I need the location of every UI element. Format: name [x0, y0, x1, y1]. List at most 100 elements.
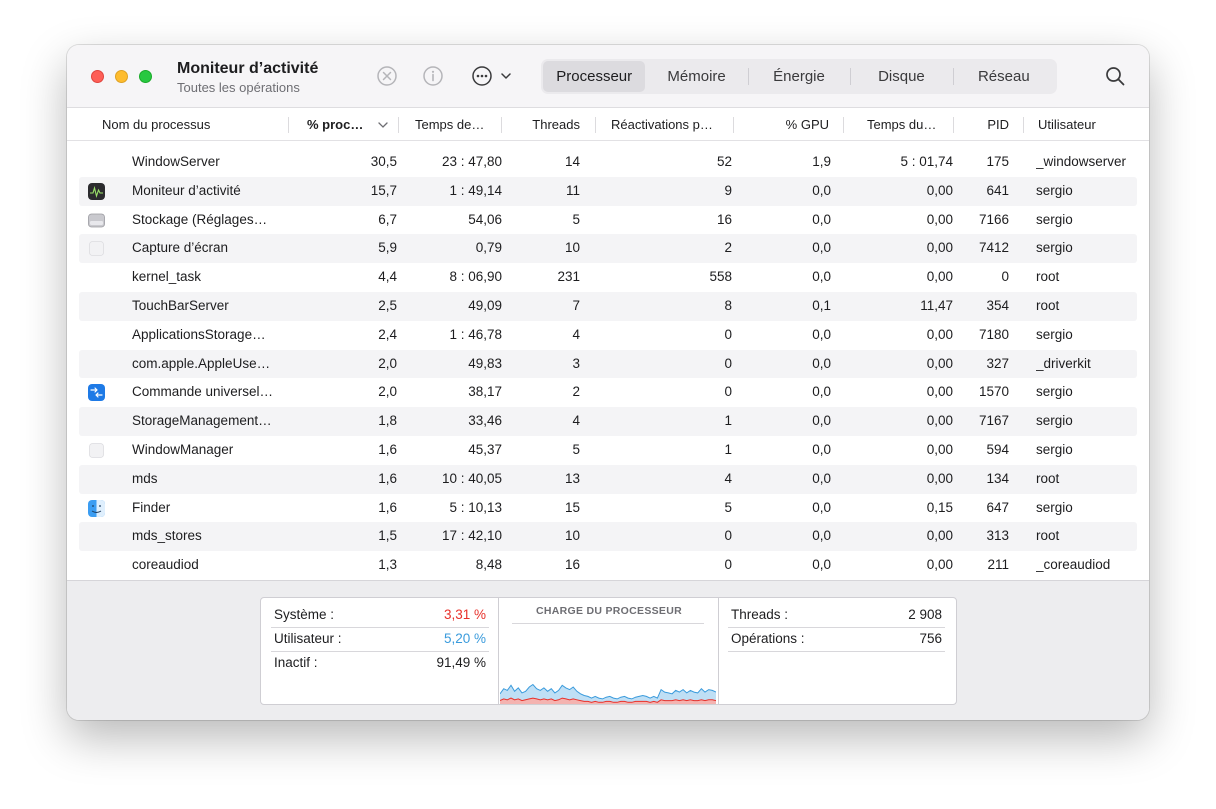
process-gputime: 0,00: [926, 413, 953, 429]
process-pid: 1570: [978, 384, 1009, 400]
minimize-window-button[interactable]: [115, 70, 128, 83]
tab-energie[interactable]: Énergie: [747, 61, 850, 92]
process-gpu: 0,0: [812, 499, 831, 515]
column-divider[interactable]: [501, 117, 502, 133]
column-header-cpu[interactable]: % proc…: [307, 117, 364, 132]
tab-processeur[interactable]: Processeur: [543, 61, 646, 92]
table-row[interactable]: Stockage (Réglages… 6,7 54,06 5 16 0,0 0,00 716…: [79, 206, 1137, 235]
close-window-button[interactable]: [91, 70, 104, 83]
table-row[interactable]: Capture d’écran 5,9 0,79 10 2 0,0 0,00 7412 serg…: [79, 234, 1137, 264]
process-gputime: 0,00: [926, 211, 953, 227]
column-divider[interactable]: [1023, 117, 1024, 133]
finder-icon: [88, 499, 105, 517]
column-header-user[interactable]: Utilisateur: [1038, 117, 1096, 132]
process-pid: 354: [986, 297, 1009, 313]
column-header-gpu-time[interactable]: Temps du…: [867, 117, 937, 132]
more-actions-button[interactable]: [471, 65, 515, 87]
magnifying-glass-icon: [1106, 67, 1125, 86]
universal-control-icon: [88, 384, 105, 402]
process-threads: 3: [572, 355, 580, 371]
process-time: 49,09: [468, 297, 502, 313]
ellipsis-circle-icon: [472, 66, 511, 86]
process-cpu: 5,9: [378, 240, 397, 256]
table-row[interactable]: com.apple.AppleUse… 2,0 49,83 3 0 0,0 0,00 327 _…: [79, 349, 1137, 379]
tab-reseau[interactable]: Réseau: [952, 61, 1055, 92]
process-gputime: 0,00: [926, 269, 953, 285]
process-pid: 641: [986, 182, 1009, 198]
cpu-load-chart-title: CHARGE DU PROCESSEUR: [535, 605, 683, 617]
process-gpu: 0,0: [812, 240, 831, 256]
column-divider[interactable]: [843, 117, 844, 133]
process-user: sergio: [1036, 499, 1073, 515]
column-divider[interactable]: [595, 117, 596, 133]
process-cpu: 15,7: [370, 182, 397, 198]
table-row[interactable]: Moniteur d’activité 15,7 1 : 49,14 11 9 0,0 0,…: [79, 176, 1137, 206]
table-row[interactable]: mds 1,6 10 : 40,05 13 4 0,0 0,00 134 root: [79, 464, 1137, 494]
process-pid: 134: [986, 470, 1009, 486]
tab-disque[interactable]: Disque: [850, 61, 952, 92]
search-button[interactable]: [1104, 65, 1126, 87]
table-row[interactable]: StorageManagement… 1,8 33,46 4 1 0,0 0,00 7167 s…: [79, 407, 1137, 436]
generic-app-icon: [88, 240, 105, 257]
process-name: mds_stores: [132, 528, 202, 544]
table-row[interactable]: Finder 1,6 5 : 10,13 15 5 0,0 0,15 647 sergio: [79, 494, 1137, 523]
column-header-wakeups[interactable]: Réactivations p…: [611, 117, 713, 132]
title-bar: Moniteur d’activité Toutes les opération…: [67, 45, 1149, 108]
table-row[interactable]: TouchBarServer 2,5 49,09 7 8 0,1 11,47 354 root: [79, 291, 1137, 321]
process-threads: 13: [564, 470, 580, 486]
user-load-area: [500, 684, 716, 704]
process-threads: 231: [557, 269, 580, 285]
process-wakeups: 2: [724, 240, 732, 256]
process-name: WindowManager: [132, 441, 234, 457]
process-time: 1 : 46,78: [449, 326, 502, 342]
tab-memoire[interactable]: Mémoire: [667, 68, 726, 85]
process-pid: 211: [987, 557, 1009, 573]
column-divider[interactable]: [288, 117, 289, 133]
process-cpu: 2,4: [378, 326, 397, 342]
column-divider[interactable]: [733, 117, 734, 133]
column-header-pid[interactable]: PID: [987, 117, 1009, 132]
table-row[interactable]: Commande universel… 2,0 38,17 2 0 0,0 0,00 1570…: [79, 378, 1137, 407]
table-row[interactable]: mds_stores 1,5 17 : 42,10 10 0 0,0 0,00 313 root: [79, 522, 1137, 552]
table-row[interactable]: WindowManager 1,6 45,37 5 1 0,0 0,00 594 sergio: [79, 436, 1137, 465]
process-wakeups: 0: [724, 355, 732, 371]
inspect-process-button[interactable]: [422, 65, 444, 87]
process-user: sergio: [1036, 413, 1073, 429]
user-label: Utilisateur :: [274, 631, 342, 646]
process-user: root: [1036, 269, 1060, 285]
process-name: Stockage (Réglages…: [132, 211, 268, 227]
process-gputime: 0,00: [926, 528, 953, 544]
info-circle-icon: [423, 66, 443, 86]
column-header-time[interactable]: Temps de…: [415, 117, 485, 132]
process-gputime: 11,47: [920, 297, 953, 313]
chevron-down-icon: [378, 122, 388, 128]
process-wakeups: 9: [724, 182, 732, 198]
process-pid: 594: [986, 441, 1009, 457]
table-row[interactable]: WindowServer 30,5 23 : 47,80 14 52 1,9 5 : 01,…: [79, 148, 1137, 177]
process-time: 33,46: [468, 413, 502, 429]
process-cpu: 1,6: [378, 499, 397, 515]
table-row[interactable]: coreaudiod 1,3 8,48 16 0 0,0 0,00 211 _coreaudio…: [79, 551, 1137, 580]
window-subtitle[interactable]: Toutes les opérations: [177, 80, 300, 95]
stop-process-button[interactable]: [376, 65, 398, 87]
process-gpu: 0,0: [812, 384, 831, 400]
column-header-name[interactable]: Nom du processus: [102, 117, 211, 132]
divider: [718, 598, 719, 704]
process-user: sergio: [1036, 441, 1073, 457]
column-header-gpu[interactable]: % GPU: [785, 117, 829, 132]
table-header: Nom du processus % proc… Temps de… Threa…: [67, 109, 1149, 141]
process-cpu: 30,5: [370, 154, 397, 169]
process-cpu: 1,6: [378, 470, 397, 486]
cpu-load-chart: [500, 683, 716, 704]
zoom-window-button[interactable]: [139, 70, 152, 83]
process-gpu: 0,0: [812, 182, 831, 198]
process-table: WindowServer 30,5 23 : 47,80 14 52 1,9 5 : 01,…: [79, 148, 1137, 580]
column-header-threads[interactable]: Threads: [532, 117, 580, 132]
column-divider[interactable]: [953, 117, 954, 133]
table-row[interactable]: ApplicationsStorage… 2,4 1 : 46,78 4 0 0,0 0,0…: [79, 321, 1137, 350]
process-gpu: 0,0: [812, 557, 831, 573]
table-row[interactable]: kernel_task 4,4 8 : 06,90 231 558 0,0 0,00 0 roo…: [79, 263, 1137, 292]
process-name: Finder: [132, 499, 171, 515]
process-time: 8 : 06,90: [449, 269, 502, 285]
column-divider[interactable]: [398, 117, 399, 133]
